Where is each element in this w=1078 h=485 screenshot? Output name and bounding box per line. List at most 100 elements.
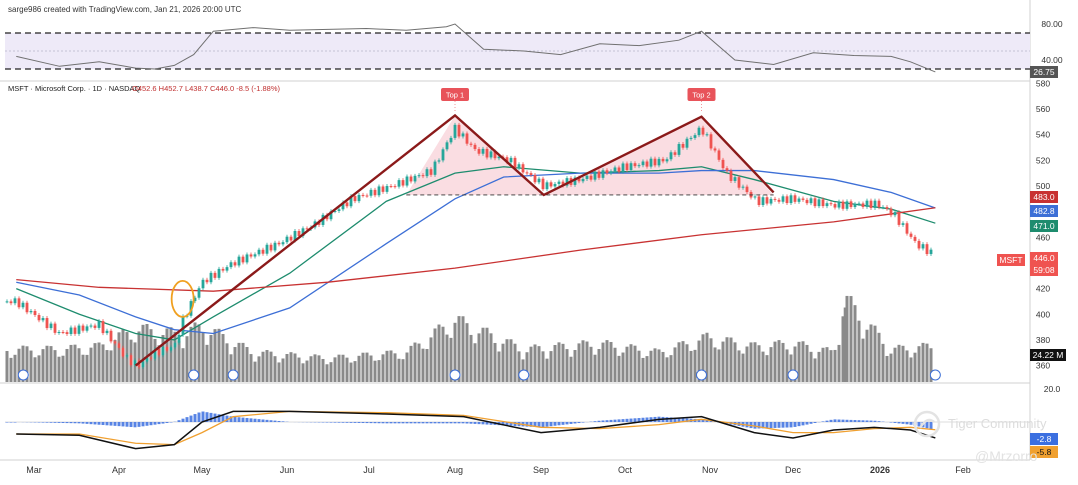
macd-hist-bar bbox=[245, 417, 249, 422]
volume-bar bbox=[37, 355, 41, 382]
volume-bar bbox=[893, 347, 897, 382]
macd-hist-bar bbox=[809, 422, 813, 424]
candle-body bbox=[217, 268, 221, 278]
macd-hist-bar bbox=[609, 419, 613, 422]
volume-bar bbox=[761, 351, 765, 382]
volume-bar bbox=[529, 346, 533, 382]
volume-bar bbox=[665, 357, 669, 382]
volume-bar bbox=[829, 350, 833, 382]
volume-bar bbox=[137, 331, 141, 382]
candle-body bbox=[897, 212, 901, 225]
candle-body bbox=[713, 148, 717, 151]
volume-bar bbox=[101, 344, 105, 382]
candle-body bbox=[273, 242, 277, 251]
candle-body bbox=[453, 124, 457, 138]
x-tick-label: Jun bbox=[280, 465, 295, 475]
candle-body bbox=[237, 256, 241, 266]
macd-hist-bar bbox=[241, 417, 245, 422]
macd-hist-bar bbox=[389, 422, 393, 424]
volume-bar bbox=[921, 342, 925, 382]
sma200-label-text: 483.0 bbox=[1033, 192, 1055, 202]
macd-hist-bar bbox=[189, 415, 193, 422]
ma-line-2 bbox=[16, 207, 936, 292]
countdown-label-text: 59:08 bbox=[1033, 265, 1055, 275]
macd-hist-bar bbox=[377, 422, 381, 424]
candle-body bbox=[73, 327, 77, 334]
credit-text: sarge986 created with TradingView.com, J… bbox=[8, 5, 242, 14]
candle-body bbox=[781, 196, 785, 202]
community-watermark-text: Tiger Community bbox=[948, 416, 1047, 431]
candle-body bbox=[553, 183, 557, 187]
candle-body bbox=[665, 159, 669, 162]
candle-body bbox=[145, 357, 149, 362]
event-marker-icon bbox=[696, 369, 707, 381]
candle-body bbox=[797, 198, 801, 202]
macd-value-label-text: -2.8 bbox=[1037, 434, 1052, 444]
macd-hist-bar bbox=[157, 422, 161, 425]
volume-bar bbox=[809, 351, 813, 382]
candle-body bbox=[729, 170, 733, 181]
macd-hist-bar bbox=[797, 422, 801, 427]
volume-bar bbox=[713, 347, 717, 382]
event-marker-icon bbox=[787, 369, 799, 381]
volume-bar bbox=[41, 349, 45, 382]
macd-hist-bar bbox=[237, 417, 241, 422]
candle-body bbox=[877, 200, 881, 208]
macd-hist-bar bbox=[325, 422, 329, 423]
macd-hist-bar bbox=[357, 422, 361, 423]
volume-bar bbox=[637, 350, 641, 382]
candle-body bbox=[685, 138, 689, 148]
volume-bar bbox=[545, 358, 549, 382]
candle-body bbox=[477, 149, 481, 154]
price-tick-label: 500 bbox=[1036, 181, 1050, 191]
macd-hist-bar bbox=[469, 422, 473, 424]
candle-body bbox=[489, 151, 493, 158]
x-tick-label: 2026 bbox=[870, 465, 890, 475]
volume-bar bbox=[25, 346, 29, 382]
macd-hist-bar bbox=[889, 422, 893, 423]
candle-body bbox=[813, 198, 817, 207]
candle-body bbox=[305, 228, 309, 230]
candle-body bbox=[277, 242, 281, 245]
candle-body bbox=[13, 298, 17, 304]
macd-hist-bar bbox=[225, 415, 229, 422]
macd-hist-bar bbox=[193, 414, 197, 422]
candle-body bbox=[837, 201, 841, 208]
macd-hist-bar bbox=[473, 422, 477, 424]
macd-hist-bar bbox=[673, 417, 677, 422]
rsi-tick-label: 40.00 bbox=[1041, 55, 1063, 65]
macd-hist-bar bbox=[361, 422, 365, 424]
candle-body bbox=[549, 182, 553, 187]
candle-body bbox=[597, 171, 601, 178]
macd-hist-bar bbox=[145, 422, 149, 426]
candle-body bbox=[373, 189, 377, 196]
candle-body bbox=[437, 160, 441, 162]
macd-hist-bar bbox=[133, 422, 137, 428]
macd-hist-bar bbox=[257, 419, 261, 422]
volume-bar bbox=[589, 346, 593, 382]
rsi-line bbox=[16, 23, 936, 73]
volume-bar bbox=[705, 332, 709, 382]
candle-body bbox=[253, 254, 257, 257]
volume-bar bbox=[825, 347, 829, 382]
candle-body bbox=[625, 163, 629, 170]
candle-body bbox=[293, 231, 297, 241]
volume-bar bbox=[853, 305, 857, 382]
candle-body bbox=[5, 301, 9, 303]
volume-bar bbox=[469, 334, 473, 382]
candle-body bbox=[641, 161, 645, 166]
volume-bar bbox=[497, 351, 501, 382]
volume-bar bbox=[673, 347, 677, 382]
macd-hist-bar bbox=[117, 422, 121, 427]
price-tick-label: 520 bbox=[1036, 155, 1050, 165]
macd-hist-bar bbox=[9, 422, 13, 423]
macd-hist-bar bbox=[181, 418, 185, 422]
volume-bar bbox=[913, 352, 917, 382]
volume-bar bbox=[381, 354, 385, 382]
macd-hist-bar bbox=[857, 420, 861, 422]
macd-hist-bar bbox=[141, 422, 145, 427]
macd-hist-bar bbox=[349, 422, 353, 423]
volume-bar bbox=[885, 355, 889, 382]
volume-bar bbox=[73, 344, 77, 382]
volume-bar bbox=[817, 351, 821, 382]
